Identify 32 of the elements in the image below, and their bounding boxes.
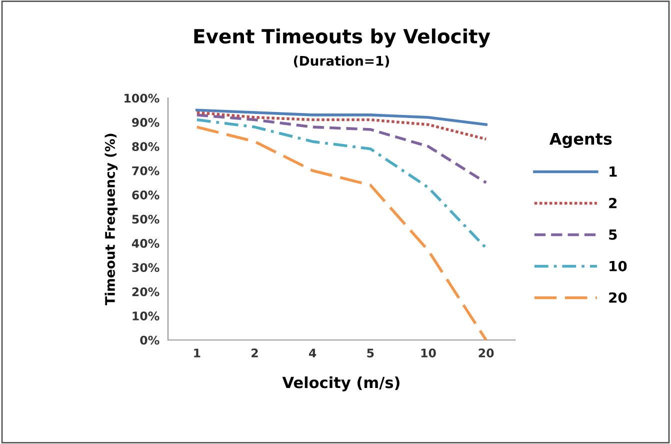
line-series [196, 111, 488, 141]
x-axis-title: Velocity (m/s) [282, 376, 400, 392]
legend-label: 20 [609, 292, 627, 303]
legend-label: 5 [609, 230, 617, 240]
x-tick-label: 1 [194, 348, 200, 358]
y-tick-label: 80% [132, 142, 160, 152]
x-tick-label: 20 [478, 348, 494, 358]
y-tick-label: 60% [132, 190, 160, 200]
y-tick-label: 90% [132, 118, 160, 127]
line-series [196, 126, 488, 340]
x-tick-label: 5 [367, 348, 374, 358]
y-tick-label: 20% [132, 287, 160, 296]
legend-title: Agents [549, 132, 612, 148]
legend-label: 1 [610, 166, 617, 177]
y-tick-label: 40% [132, 238, 160, 248]
y-tick-label: 70% [132, 166, 160, 176]
y-tick-label: 10% [132, 312, 160, 320]
x-tick-label: 4 [309, 348, 316, 358]
line-series [196, 108, 488, 126]
x-tick-label: 10 [421, 348, 436, 358]
chart-title: Event Timeouts by Velocity [194, 28, 490, 48]
line-series [196, 114, 488, 184]
y-tick-label: 30% [132, 263, 160, 272]
y-tick-label: 0% [140, 336, 160, 345]
y-axis-title: Timeout Frequency (%) [104, 134, 118, 306]
line-series [196, 118, 488, 250]
legend-label: 2 [609, 198, 617, 208]
legend-label: 10 [610, 260, 627, 272]
x-tick-label: 2 [252, 348, 258, 358]
chart-subtitle: (Duration=1) [294, 56, 390, 68]
y-tick-label: 50% [132, 214, 160, 224]
y-tick-label: 100% [124, 94, 160, 103]
